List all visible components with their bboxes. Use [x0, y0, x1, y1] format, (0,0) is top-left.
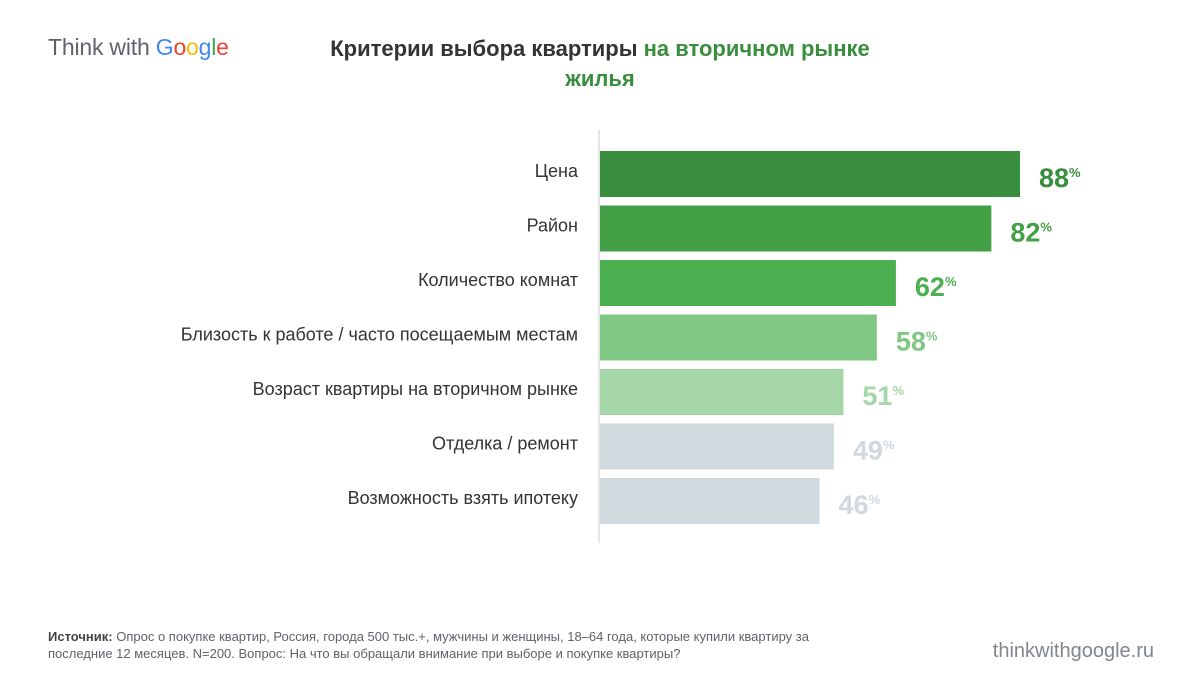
source-text: Опрос о покупке квартир, Россия, города …: [48, 629, 809, 661]
value-label: 62%: [915, 272, 957, 302]
chart-title: Критерии выбора квартиры на вторичном ры…: [300, 34, 900, 94]
chart-title-accent: на вторичном рынке жилья: [565, 36, 870, 91]
think-with-google-logo: Think with Google: [48, 34, 229, 60]
category-label: Количество комнат: [418, 270, 578, 290]
bar: [600, 423, 834, 470]
category-label: Отделка / ремонт: [432, 434, 578, 454]
category-label: Близость к работе / часто посещаемым мес…: [181, 325, 578, 345]
category-label: Возраст квартиры на вторичном рынке: [253, 379, 578, 399]
source-label: Источник:: [48, 629, 113, 644]
bar: [600, 478, 820, 524]
bar: [600, 314, 877, 361]
value-label: 51%: [862, 381, 904, 411]
value-label: 49%: [853, 436, 895, 466]
site-link[interactable]: thinkwithgoogle.ru: [992, 640, 1154, 662]
value-label: 46%: [839, 490, 881, 520]
bar: [600, 369, 844, 415]
bar: [600, 205, 992, 252]
value-label: 88%: [1039, 163, 1081, 193]
category-label: Цена: [535, 161, 579, 181]
source-note: Источник: Опрос о покупке квартир, Росси…: [48, 628, 848, 662]
chart-title-main: Критерии выбора квартиры: [330, 36, 638, 61]
bar: [600, 260, 896, 306]
value-label: 82%: [1010, 218, 1052, 248]
category-label: Район: [527, 216, 578, 236]
value-label: 58%: [896, 327, 938, 357]
bar: [600, 151, 1020, 197]
category-label: Возможность взять ипотеку: [348, 488, 578, 508]
